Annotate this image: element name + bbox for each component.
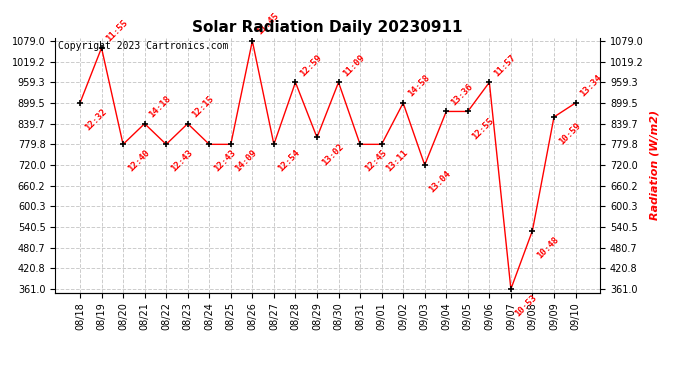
Text: 14:18: 14:18 bbox=[148, 94, 172, 120]
Text: 12:59: 12:59 bbox=[298, 53, 324, 78]
Text: 11:55: 11:55 bbox=[104, 18, 130, 44]
Text: 10:53: 10:53 bbox=[513, 293, 539, 319]
Title: Solar Radiation Daily 20230911: Solar Radiation Daily 20230911 bbox=[193, 20, 463, 35]
Text: 10:48: 10:48 bbox=[535, 235, 560, 260]
Text: 13:04: 13:04 bbox=[428, 169, 453, 195]
Text: 11:09: 11:09 bbox=[342, 53, 366, 78]
Y-axis label: Radiation (W/m2): Radiation (W/m2) bbox=[649, 110, 660, 220]
Text: 10:59: 10:59 bbox=[557, 121, 582, 147]
Text: 13:11: 13:11 bbox=[384, 148, 410, 174]
Text: 13:34: 13:34 bbox=[578, 74, 604, 99]
Text: 11:45: 11:45 bbox=[255, 11, 281, 37]
Text: 12:45: 12:45 bbox=[363, 148, 388, 174]
Text: 12:43: 12:43 bbox=[169, 148, 195, 174]
Text: 14:09: 14:09 bbox=[234, 148, 259, 174]
Text: 12:54: 12:54 bbox=[277, 148, 302, 174]
Text: 13:02: 13:02 bbox=[319, 142, 345, 167]
Text: 12:43: 12:43 bbox=[212, 148, 237, 174]
Text: 12:40: 12:40 bbox=[126, 148, 151, 174]
Text: 12:55: 12:55 bbox=[471, 116, 496, 141]
Text: 12:32: 12:32 bbox=[83, 107, 108, 132]
Text: 11:57: 11:57 bbox=[492, 53, 518, 78]
Text: 14:58: 14:58 bbox=[406, 74, 431, 99]
Text: 12:15: 12:15 bbox=[190, 94, 216, 120]
Text: Copyright 2023 Cartronics.com: Copyright 2023 Cartronics.com bbox=[58, 41, 228, 51]
Text: 13:36: 13:36 bbox=[449, 82, 475, 107]
